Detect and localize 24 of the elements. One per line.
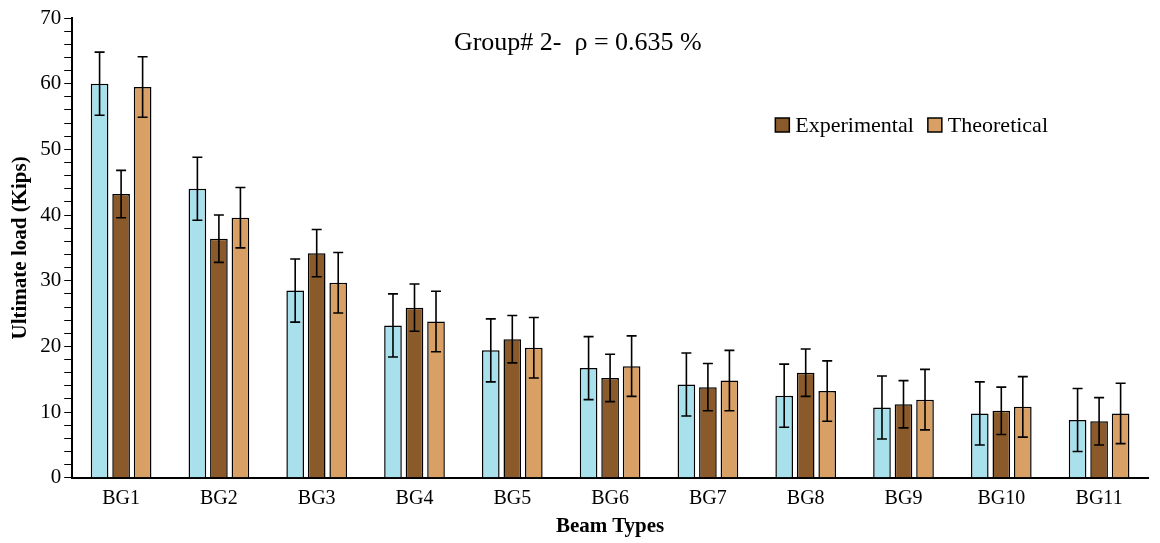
y-tick-label: 40 [40, 201, 62, 226]
x-tick-label: BG3 [297, 486, 336, 509]
y-tick-label: 30 [40, 267, 62, 292]
y-tick-label: 0 [50, 464, 62, 489]
x-tick-label: BG10 [977, 486, 1026, 509]
legend-label: Theoretical [947, 111, 1049, 137]
x-tick-label: BG4 [395, 486, 434, 509]
chart-title: Group# 2- ρ = 0.635 % [453, 26, 702, 56]
y-tick-label: 50 [40, 135, 62, 160]
x-tick-label: BG8 [786, 486, 825, 509]
x-tick-label: BG11 [1075, 486, 1123, 509]
x-tick-label: BG2 [200, 486, 238, 509]
x-tick-label: BG5 [493, 486, 532, 509]
x-tick-label: BG7 [689, 486, 727, 509]
y-tick-label: 70 [40, 4, 62, 29]
x-axis-title: Beam Types [555, 512, 665, 537]
x-tick-label: BG6 [591, 486, 629, 509]
x-tick-label: BG9 [884, 486, 923, 509]
legend-label: Experimental [795, 111, 914, 137]
y-axis-title: Ultimate load (Kips) [7, 156, 32, 340]
x-tick-label: BG1 [102, 486, 140, 509]
y-tick-label: 20 [40, 332, 62, 357]
y-tick-label: 60 [40, 70, 62, 95]
y-tick-label: 10 [40, 398, 62, 423]
